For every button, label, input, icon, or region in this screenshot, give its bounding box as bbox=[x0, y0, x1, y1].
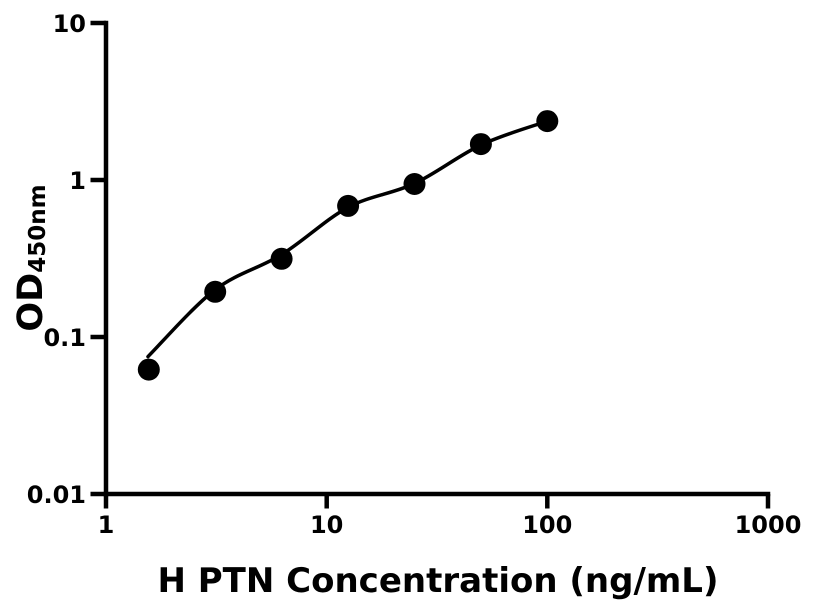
x-tick-label: 1000 bbox=[735, 511, 802, 539]
x-axis-title: H PTN Concentration (ng/mL) bbox=[157, 561, 718, 601]
fit-curve bbox=[146, 119, 550, 359]
y-axis-tick-labels: 0.01 0.1 1 10 bbox=[27, 10, 86, 509]
y-tick-label: 0.1 bbox=[43, 324, 86, 352]
data-point bbox=[337, 194, 360, 217]
x-tick-label: 100 bbox=[522, 511, 572, 539]
y-axis-title-subscript: 450nm bbox=[25, 184, 51, 272]
y-axis-title-main: OD bbox=[11, 273, 51, 332]
data-point bbox=[270, 247, 293, 270]
x-axis-tick-labels: 1 10 100 1000 bbox=[98, 511, 802, 539]
y-tick-label: 1 bbox=[69, 167, 86, 195]
y-axis-ticks bbox=[90, 20, 106, 497]
data-point bbox=[204, 280, 227, 303]
data-point bbox=[469, 133, 492, 156]
data-point bbox=[536, 110, 559, 133]
axes-spines bbox=[103, 20, 771, 497]
x-axis-ticks bbox=[103, 494, 771, 509]
x-tick-label: 1 bbox=[98, 511, 115, 539]
data-point bbox=[403, 173, 426, 195]
y-tick-label: 10 bbox=[53, 10, 86, 38]
data-points bbox=[137, 110, 559, 381]
y-axis-title: OD450nm bbox=[11, 184, 51, 331]
x-tick-label: 10 bbox=[310, 511, 343, 539]
data-point bbox=[137, 358, 160, 381]
y-tick-label: 0.01 bbox=[27, 481, 86, 509]
